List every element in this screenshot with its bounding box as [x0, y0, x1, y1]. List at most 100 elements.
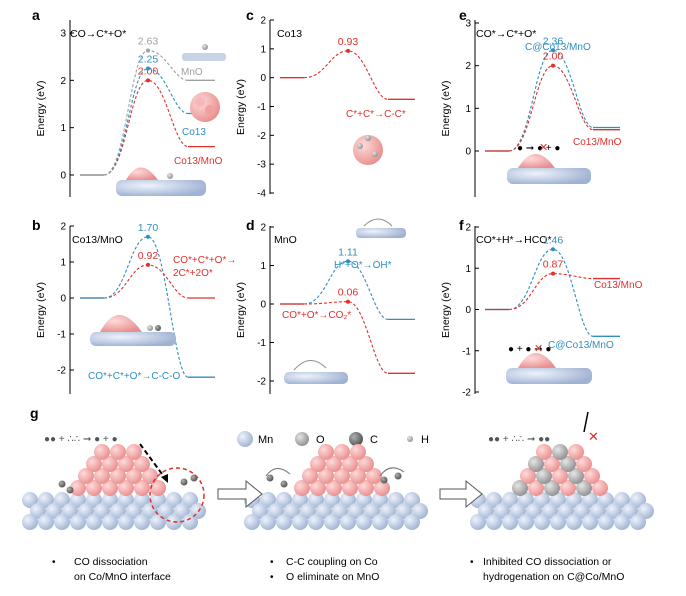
y-tick-label-d: 2: [260, 223, 266, 234]
mn-atom: [348, 503, 364, 519]
mn-atom: [284, 503, 300, 519]
mn-atom: [150, 514, 166, 530]
ts-label-b: 0.92: [138, 250, 159, 262]
mn-atom: [502, 514, 518, 530]
mn-atom: [364, 503, 380, 519]
y-tick-label-c: -3: [257, 160, 266, 171]
mn-atom: [268, 503, 284, 519]
panel-label-g: g: [30, 405, 39, 421]
mn-atom: [478, 503, 494, 519]
adsorbate-atom: [266, 474, 274, 482]
co13-cluster-a: [190, 92, 220, 122]
mn-atom: [550, 492, 566, 508]
co-atom: [552, 468, 568, 484]
series-curve-a: [103, 79, 189, 176]
co-atom: [134, 480, 150, 496]
mn-atom: [372, 492, 388, 508]
panel-label-f: f: [459, 217, 464, 233]
co-atom: [302, 468, 318, 484]
panel-a-annotations: MnO Co13 Co13/MnO: [174, 67, 223, 167]
panel-e-illustrations: ● ➞ ● + ● ✕: [507, 142, 591, 184]
mn-atom: [582, 492, 598, 508]
legend-mno: MnO: [181, 67, 203, 78]
dashed-arrow-head: [161, 474, 168, 483]
mn-atom: [276, 492, 292, 508]
caption-3-line-2: hydrogenation on C@Co/MnO: [483, 571, 624, 583]
co-atom: [584, 468, 600, 484]
bullet: •: [270, 557, 274, 568]
mn-atom: [78, 503, 94, 519]
panel-title-f: CO*+H*→HCO*: [476, 234, 552, 246]
panel-d: d MnO Energy (eV) -2 -1 0 1 2 1.11 0.06: [235, 217, 415, 394]
co-atom: [560, 456, 576, 472]
y-axis-label-f: Energy (eV): [440, 282, 452, 338]
mn-atom: [550, 514, 566, 530]
bond-arc: [265, 468, 291, 477]
y-axis-label-a: Energy (eV): [35, 80, 47, 136]
ts-point-b: [146, 262, 150, 267]
mn-atom: [54, 492, 70, 508]
co-atom: [350, 444, 366, 460]
ts-label-a: 2.63: [138, 36, 159, 48]
mn-atom: [94, 503, 110, 519]
y-tick-label-d: 1: [260, 261, 266, 272]
co-atom: [544, 480, 560, 496]
mn-atom: [316, 503, 332, 519]
reaction-glyph-1: ●● + ∴∴ ➞ ● + ●: [44, 434, 118, 445]
mn-atom: [38, 492, 54, 508]
ts-point-e: [551, 63, 555, 68]
ts-point-a: [146, 78, 150, 83]
mn-atom: [356, 492, 372, 508]
co-atom: [310, 456, 326, 472]
panel-d-annotations: H*+O*→OH* CO*+O*→CO₂*: [282, 260, 392, 321]
mn-atom: [486, 514, 502, 530]
mn-atom: [566, 492, 582, 508]
mn-atom: [46, 503, 62, 519]
legend-o: O: [316, 434, 325, 446]
panel-label-a: a: [32, 7, 40, 23]
mn-atom: [388, 492, 404, 508]
atom-legend: Mn O C H: [237, 431, 429, 447]
mn-atom: [598, 492, 614, 508]
ts-point-d: [346, 259, 350, 264]
y-tick-label-c: -4: [257, 189, 266, 200]
legend-e-blue: C@Co13/MnO: [525, 42, 591, 53]
panel-b-annotations: CO*+C*+O*→ 2C*+2O* CO*+C*+O*→C-C-O: [88, 255, 236, 382]
co-atom: [126, 444, 142, 460]
ts-label-f: 1.46: [543, 234, 564, 246]
panel-b: b Co13/MnO Energy (eV) -2 -1 0 1 2 0.92 1.70: [32, 217, 215, 394]
y-axis-label-b: Energy (eV): [35, 282, 47, 338]
co-atom: [592, 480, 608, 496]
caption-1-line-1: CO dissociation: [74, 556, 148, 568]
mn-atom: [166, 492, 182, 508]
annot-c-red: C*+C*→C-C*: [346, 109, 406, 120]
legend-mn: Mn: [258, 434, 273, 446]
co-atom: [334, 444, 350, 460]
caption-2: • C-C coupling on Co • O eliminate on Mn…: [270, 556, 379, 583]
co-atom: [118, 456, 134, 472]
adsorbate-atom: [66, 486, 74, 494]
y-tick-label-a: 1: [60, 123, 66, 134]
mn-atom: [470, 514, 486, 530]
co-atom: [94, 444, 110, 460]
caption-1-line-2: on Co/MnO interface: [74, 571, 171, 583]
mno-slab-mini-a: [182, 44, 226, 61]
y-tick-label-f: -1: [462, 346, 471, 357]
annot-b-blue: CO*+C*+O*→C-C-O: [88, 371, 180, 382]
legend-c: C: [370, 434, 378, 446]
cross-icon-e: ✕: [539, 142, 548, 154]
mn-atom: [356, 514, 372, 530]
y-tick-label-d: 0: [260, 300, 266, 311]
co-atom: [576, 456, 592, 472]
mn-atom: [182, 492, 198, 508]
co-atom: [560, 480, 576, 496]
mn-atom: [118, 514, 134, 530]
co-atom: [126, 468, 142, 484]
panel-title-a: CO→C*+O*: [70, 28, 126, 40]
y-tick-label-e: 1: [465, 104, 471, 115]
y-tick-label-b: 0: [60, 294, 66, 305]
co-atom: [294, 480, 310, 496]
mn-atom: [252, 503, 268, 519]
bullet: •: [52, 557, 56, 568]
mn-atom: [598, 514, 614, 530]
